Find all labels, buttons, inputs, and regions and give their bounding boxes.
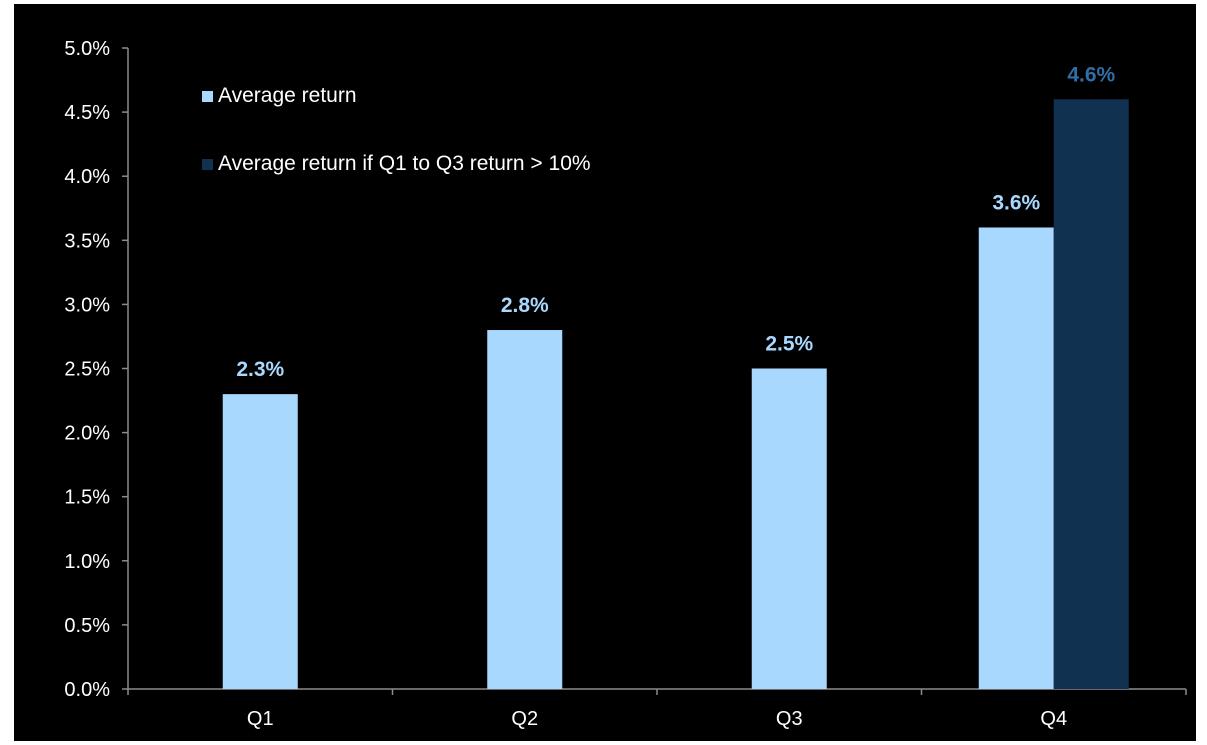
x-tick-label: Q2 bbox=[511, 708, 538, 730]
y-tick-label: 3.0% bbox=[64, 294, 110, 316]
x-tick-label: Q3 bbox=[776, 708, 803, 730]
data-label: 2.3% bbox=[236, 358, 284, 381]
legend-swatch bbox=[202, 159, 213, 170]
data-label: 4.6% bbox=[1067, 63, 1115, 86]
y-tick-label: 2.0% bbox=[64, 423, 110, 445]
bar-q4-series-1 bbox=[978, 227, 1054, 690]
y-tick-label: 1.0% bbox=[64, 551, 110, 573]
y-tick-label: 4.5% bbox=[64, 102, 110, 124]
legend-label: Average return bbox=[218, 84, 357, 107]
y-tick-label: 4.0% bbox=[64, 166, 110, 188]
legend-label: Average return if Q1 to Q3 return > 10% bbox=[218, 152, 591, 175]
legend-swatch bbox=[202, 91, 213, 102]
y-tick-label: 0.0% bbox=[64, 679, 110, 701]
y-tick-label: 3.5% bbox=[64, 230, 110, 252]
x-tick-label: Q4 bbox=[1040, 708, 1067, 730]
y-tick-label: 1.5% bbox=[64, 487, 110, 509]
bar-q4-series-2 bbox=[1053, 99, 1129, 689]
bar-q1-series-1 bbox=[222, 394, 298, 689]
y-tick-label: 2.5% bbox=[64, 359, 110, 381]
y-tick-label: 0.5% bbox=[64, 615, 110, 637]
y-tick-label: 5.0% bbox=[64, 38, 110, 60]
bar-q3-series-1 bbox=[751, 368, 827, 689]
data-label: 2.8% bbox=[501, 294, 549, 317]
bar-q2-series-1 bbox=[487, 330, 563, 689]
data-label: 2.5% bbox=[765, 333, 813, 356]
x-tick-label: Q1 bbox=[247, 708, 274, 730]
data-label: 3.6% bbox=[992, 191, 1040, 214]
